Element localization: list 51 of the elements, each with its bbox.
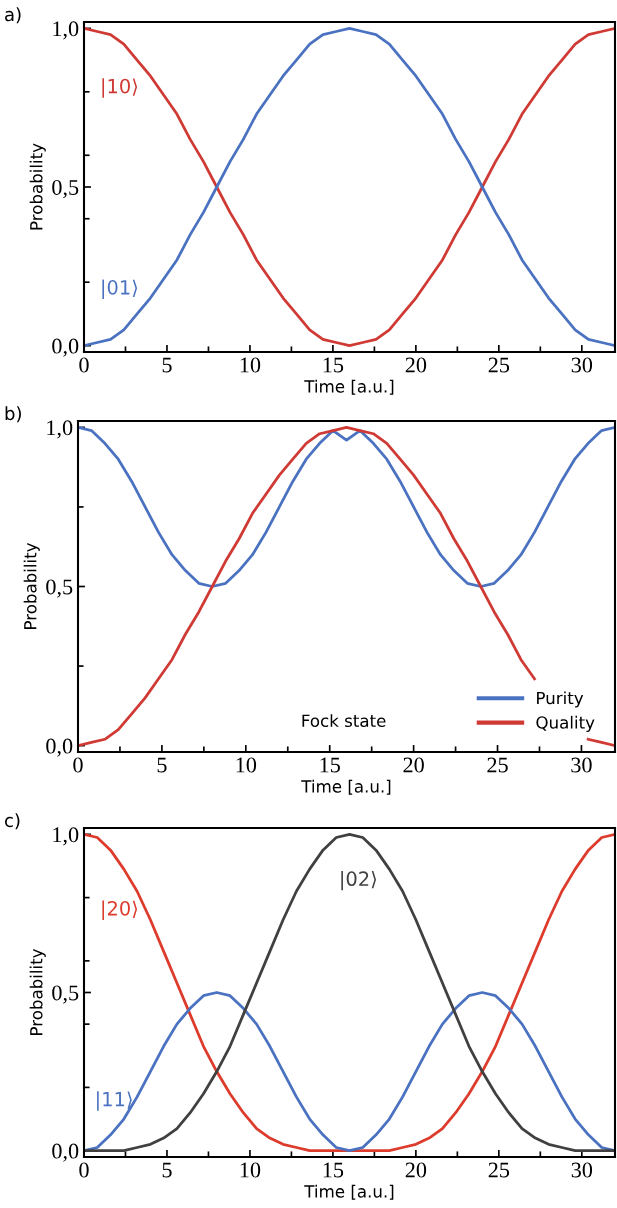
x-tick-label: 20 [403,757,424,773]
line-series [84,26,615,348]
x-tick-label: 25 [487,757,508,773]
legend-label: Purity [537,691,584,708]
y-axis-title: Probability [29,948,46,1035]
x-tick-label: 5 [162,357,172,373]
y-tick-label: 0,5 [46,579,73,598]
y-tick-label: 0,0 [52,1143,79,1162]
x-tick-label: 5 [157,757,167,773]
y-tick-label: 1,0 [47,420,73,439]
series-label: |20⟩ [102,900,138,920]
x-tick-label: 10 [236,757,257,773]
y-tick-label: 0,5 [52,179,79,199]
x-tick-label: 20 [405,1162,427,1178]
x-tick-label: 15 [323,357,344,373]
y-tick-label: 0,0 [46,738,73,757]
x-tick-label: 10 [240,1162,261,1178]
line-series [84,991,615,1153]
series-label: |10⟩ [102,78,138,98]
y-axis-title: Probability [29,143,46,230]
x-tick-label: 30 [571,357,593,373]
x-tick-label: 0 [79,1162,89,1178]
y-axis-title: Probability [23,542,40,629]
chart-title: c) [5,813,20,830]
line-series [84,832,615,1153]
y-tick-label: 0,5 [52,985,79,1004]
y-tick-label: 1,0 [53,21,79,40]
y-tick-label: 0,0 [52,338,79,357]
x-axis-title: Time [a.u.] [304,379,394,395]
series-label: |01⟩ [102,279,138,300]
x-tick-label: 15 [323,1162,344,1178]
legend-label: Quality [536,715,595,732]
x-tick-label: 10 [240,357,261,373]
annotation: Fock state [302,714,386,728]
x-tick-label: 5 [162,1162,172,1178]
x-tick-label: 15 [320,757,340,773]
x-tick-label: 0 [79,357,89,373]
x-tick-label: 25 [488,1162,510,1178]
line-series [78,425,615,588]
series-label: |02⟩ [341,870,377,891]
y-tick-label: 1,0 [53,827,79,846]
x-tick-label: 30 [571,1162,593,1178]
x-tick-label: 20 [405,357,427,373]
x-tick-label: 0 [73,757,83,773]
series-label: |11⟩ [97,1091,132,1111]
x-tick-label: 30 [571,757,592,773]
x-axis-title: Time [a.u.] [301,779,391,795]
chart-title: a) [5,7,21,24]
x-axis-title: Time [a.u.] [304,1184,394,1200]
chart-title: b) [5,406,21,423]
x-tick-label: 25 [488,357,510,373]
